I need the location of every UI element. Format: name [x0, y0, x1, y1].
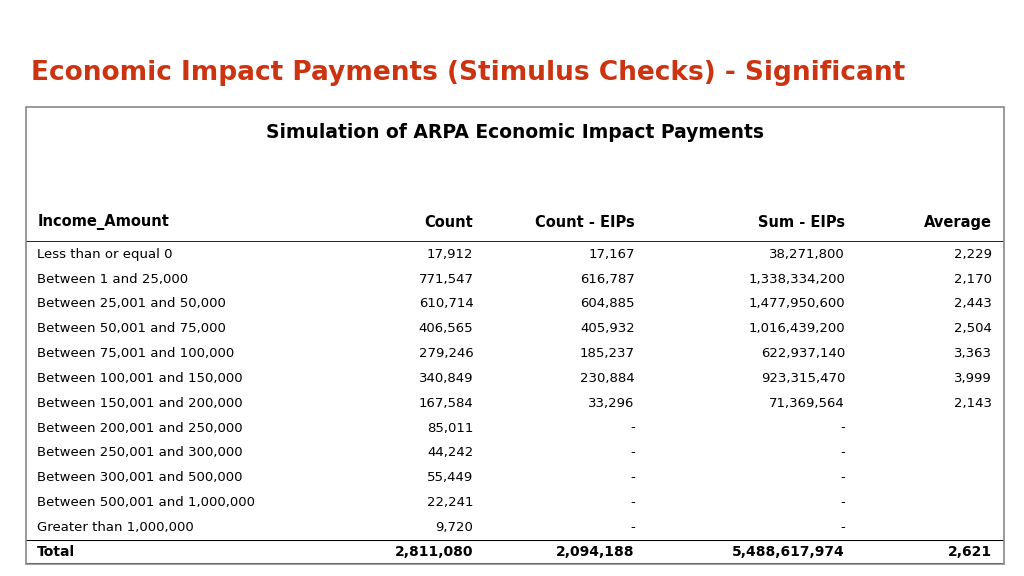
Text: -: - — [630, 422, 635, 434]
Text: -: - — [630, 496, 635, 509]
Text: 5,488,617,974: 5,488,617,974 — [732, 545, 845, 559]
Text: -: - — [841, 446, 845, 459]
Text: 167,584: 167,584 — [419, 397, 473, 410]
Text: 279,246: 279,246 — [419, 347, 473, 360]
Text: -: - — [630, 471, 635, 484]
Text: Between 50,001 and 75,000: Between 50,001 and 75,000 — [37, 322, 226, 335]
Text: 2,229: 2,229 — [953, 248, 992, 261]
Text: 616,787: 616,787 — [580, 272, 635, 286]
Text: Between 500,001 and 1,000,000: Between 500,001 and 1,000,000 — [37, 496, 255, 509]
Text: Total: Total — [37, 545, 76, 559]
Text: 2,170: 2,170 — [953, 272, 992, 286]
Text: Greater than 1,000,000: Greater than 1,000,000 — [37, 521, 195, 534]
Text: 2,621: 2,621 — [947, 545, 992, 559]
Text: 622,937,140: 622,937,140 — [761, 347, 845, 360]
Text: 22,241: 22,241 — [427, 496, 473, 509]
Text: 1,016,439,200: 1,016,439,200 — [749, 322, 845, 335]
Text: 405,932: 405,932 — [580, 322, 635, 335]
Text: 33,296: 33,296 — [589, 397, 635, 410]
Text: Between 200,001 and 250,000: Between 200,001 and 250,000 — [37, 422, 243, 434]
Text: 9,720: 9,720 — [435, 521, 473, 534]
Text: Between 250,001 and 300,000: Between 250,001 and 300,000 — [37, 446, 243, 459]
Text: 1,477,950,600: 1,477,950,600 — [749, 297, 845, 310]
Text: Between 75,001 and 100,000: Between 75,001 and 100,000 — [37, 347, 234, 360]
Text: 3,999: 3,999 — [954, 372, 992, 385]
Text: 2,811,080: 2,811,080 — [395, 545, 473, 559]
Text: 771,547: 771,547 — [419, 272, 473, 286]
Text: 3,363: 3,363 — [953, 347, 992, 360]
Text: Between 100,001 and 150,000: Between 100,001 and 150,000 — [37, 372, 243, 385]
Text: 55,449: 55,449 — [427, 471, 473, 484]
Text: Between 1 and 25,000: Between 1 and 25,000 — [37, 272, 188, 286]
Text: 1,338,334,200: 1,338,334,200 — [749, 272, 845, 286]
Text: Sum - EIPs: Sum - EIPs — [758, 215, 845, 230]
Text: Count - EIPs: Count - EIPs — [536, 215, 635, 230]
Text: Simulation of ARPA Economic Impact Payments: Simulation of ARPA Economic Impact Payme… — [265, 123, 764, 142]
Text: -: - — [841, 496, 845, 509]
Text: 17,912: 17,912 — [427, 248, 473, 261]
Text: -: - — [841, 521, 845, 534]
Text: 17,167: 17,167 — [589, 248, 635, 261]
Text: 38,271,800: 38,271,800 — [769, 248, 845, 261]
Text: Less than or equal 0: Less than or equal 0 — [37, 248, 173, 261]
Text: Income_Amount: Income_Amount — [37, 214, 169, 230]
Text: 2,443: 2,443 — [954, 297, 992, 310]
Text: 71,369,564: 71,369,564 — [769, 397, 845, 410]
Text: -: - — [630, 446, 635, 459]
Text: Between 25,001 and 50,000: Between 25,001 and 50,000 — [37, 297, 226, 310]
Text: 923,315,470: 923,315,470 — [761, 372, 845, 385]
Text: 85,011: 85,011 — [427, 422, 473, 434]
Text: 406,565: 406,565 — [419, 322, 473, 335]
Text: 44,242: 44,242 — [427, 446, 473, 459]
Text: -: - — [841, 471, 845, 484]
Text: 2,504: 2,504 — [954, 322, 992, 335]
Text: Between 300,001 and 500,000: Between 300,001 and 500,000 — [37, 471, 243, 484]
Text: -: - — [630, 521, 635, 534]
Text: Economic Impact Payments (Stimulus Checks) - Significant: Economic Impact Payments (Stimulus Check… — [31, 60, 905, 86]
Text: 604,885: 604,885 — [581, 297, 635, 310]
Text: 2,143: 2,143 — [953, 397, 992, 410]
Text: 2,094,188: 2,094,188 — [556, 545, 635, 559]
Text: Between 150,001 and 200,000: Between 150,001 and 200,000 — [37, 397, 243, 410]
Text: 230,884: 230,884 — [581, 372, 635, 385]
Text: -: - — [841, 422, 845, 434]
Text: Count: Count — [425, 215, 473, 230]
Text: 340,849: 340,849 — [419, 372, 473, 385]
Text: Average: Average — [924, 215, 992, 230]
Text: 185,237: 185,237 — [580, 347, 635, 360]
Text: 610,714: 610,714 — [419, 297, 473, 310]
